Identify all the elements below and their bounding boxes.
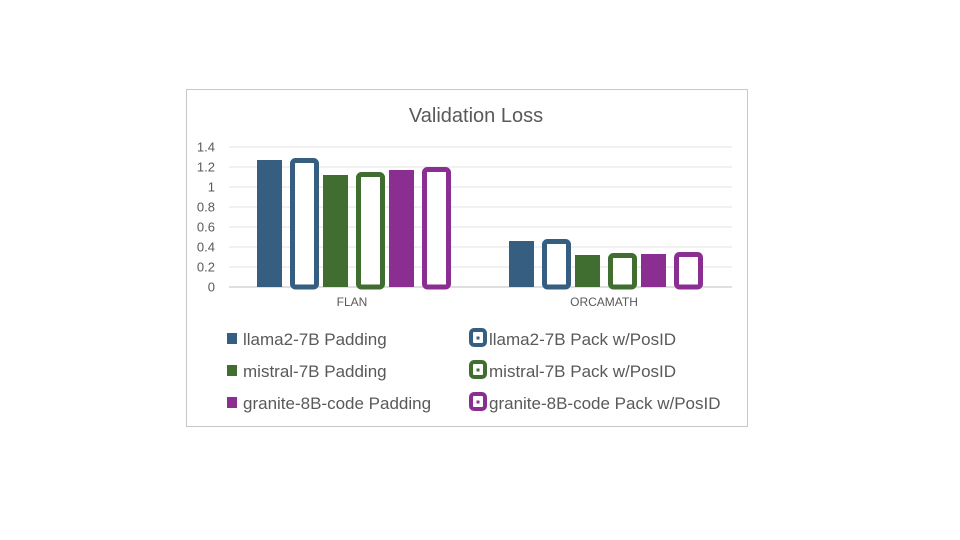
bar-granite-8b-code-padding: [389, 170, 414, 287]
chart-frame: Validation Loss 0 0.2 0.4 0.6 0.8 1 1.2 1.4 FLA…: [186, 89, 748, 427]
bar-mistral-7b-padding: [575, 255, 600, 287]
y-axis-ticks: 0 0.2 0.4 0.6 0.8 1 1.2 1.4: [197, 140, 215, 295]
chart-title: Validation Loss: [409, 105, 543, 127]
legend-label: granite-8B-code Padding: [243, 394, 431, 413]
bar-granite-8b-code-padding: [641, 254, 666, 287]
legend-label: granite-8B-code Pack w/PosID: [489, 394, 721, 413]
legend-label: mistral-7B Pack w/PosID: [489, 362, 676, 381]
bar-llama2-7b-pack-w-posid: [290, 158, 319, 290]
legend-swatch: [227, 333, 237, 344]
y-tick-label: 1: [208, 180, 215, 195]
y-tick-label: 0: [208, 280, 215, 295]
y-tick-label: 1.2: [197, 160, 215, 175]
legend-swatch-dot: [476, 336, 480, 340]
x-category-label: ORCAMATH: [570, 295, 638, 309]
legend-label: llama2-7B Padding: [243, 330, 387, 349]
y-tick-label: 0.8: [197, 200, 215, 215]
x-category-label: FLAN: [337, 295, 368, 309]
legend-swatch-dot: [476, 400, 480, 404]
legend-label: mistral-7B Padding: [243, 362, 387, 381]
bar-mistral-7b-pack-w-posid: [356, 172, 385, 290]
legend-swatch: [227, 365, 237, 376]
legend-label: llama2-7B Pack w/PosID: [489, 330, 676, 349]
bars: [257, 158, 703, 290]
bar-granite-8b-code-pack-w-posid: [674, 252, 703, 290]
x-axis-categories: FLAN ORCAMATH: [337, 295, 638, 309]
bar-llama2-7b-padding: [257, 160, 282, 287]
bar-llama2-7b-pack-w-posid: [542, 239, 571, 290]
y-tick-label: 0.4: [197, 240, 215, 255]
bar-mistral-7b-padding: [323, 175, 348, 287]
legend-swatch: [227, 397, 237, 408]
bar-granite-8b-code-pack-w-posid: [422, 167, 451, 290]
bar-llama2-7b-padding: [509, 241, 534, 287]
legend: llama2-7B Padding llama2-7B Pack w/PosID m…: [227, 328, 721, 413]
chart-svg: Validation Loss 0 0.2 0.4 0.6 0.8 1 1.2 1.4 FLA…: [197, 105, 732, 413]
y-tick-label: 0.2: [197, 260, 215, 275]
y-tick-label: 0.6: [197, 220, 215, 235]
legend-swatch-dot: [476, 368, 480, 372]
bar-mistral-7b-pack-w-posid: [608, 253, 637, 290]
y-tick-label: 1.4: [197, 140, 215, 155]
